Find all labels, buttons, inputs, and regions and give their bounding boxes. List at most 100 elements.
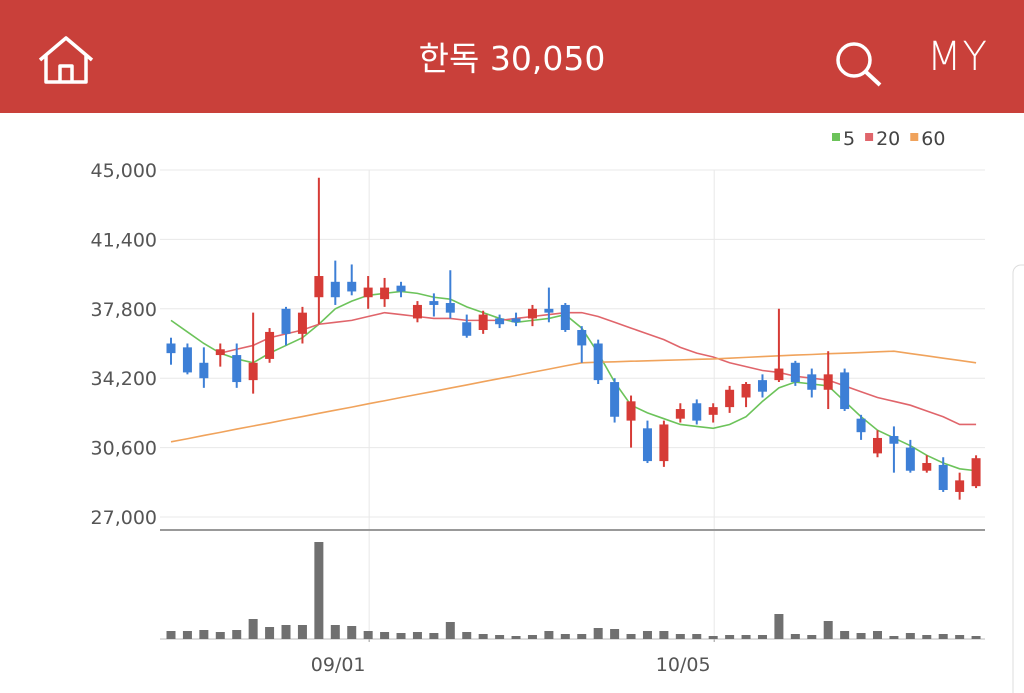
candle xyxy=(626,395,636,448)
candle xyxy=(166,337,176,365)
candle xyxy=(725,385,735,413)
candle xyxy=(872,430,882,458)
search-icon[interactable] xyxy=(834,40,884,88)
candle-body xyxy=(774,368,784,381)
volume-bar xyxy=(182,631,192,639)
legend-label: 60 xyxy=(921,128,945,150)
candle-body xyxy=(380,287,390,300)
volume-bar xyxy=(807,635,817,639)
candle xyxy=(955,472,965,500)
candle-body xyxy=(232,355,242,383)
candle-body xyxy=(577,330,587,346)
volume-bar xyxy=(347,626,357,639)
candle-body xyxy=(610,382,620,417)
volume-bar xyxy=(922,635,932,639)
candle-body xyxy=(659,424,669,462)
candle xyxy=(347,264,357,296)
candle-body xyxy=(330,281,340,298)
candle-body xyxy=(199,362,209,379)
volume-bar xyxy=(938,634,948,639)
volume-bar xyxy=(790,634,800,639)
candle xyxy=(495,314,505,329)
volume-bar xyxy=(823,621,833,639)
candle-body xyxy=(544,308,554,313)
candle-body xyxy=(527,308,537,319)
volume-bar xyxy=(478,634,488,639)
candle-body xyxy=(314,276,324,298)
candle xyxy=(396,281,406,298)
volume-bar xyxy=(889,636,899,639)
candle-body xyxy=(347,281,357,292)
volume-bar xyxy=(330,625,340,639)
candle-body xyxy=(511,318,521,323)
volume-bar xyxy=(495,635,505,639)
ma-line xyxy=(170,350,977,443)
y-tick-label: 41,400 xyxy=(91,229,157,251)
volume-bar xyxy=(462,632,472,639)
candle-body xyxy=(675,409,685,419)
candle xyxy=(889,426,899,473)
candle-body xyxy=(560,304,570,331)
legend-label: 5 xyxy=(843,128,855,150)
candle xyxy=(741,382,751,408)
chart: 27,000 30,600 34,200 37,800 41,400 45,000 09/0… xyxy=(91,128,1024,693)
legend-label: 20 xyxy=(876,128,900,150)
my-button[interactable]: MY xyxy=(927,34,988,80)
y-tick-label: 37,800 xyxy=(91,299,157,321)
candle xyxy=(314,177,324,325)
candle xyxy=(297,306,307,344)
volume-bar xyxy=(527,635,537,639)
candle xyxy=(774,308,784,383)
y-tick-label: 30,600 xyxy=(91,438,157,460)
candle xyxy=(215,343,225,367)
candle xyxy=(823,351,833,410)
candle-body xyxy=(626,401,636,421)
home-icon[interactable] xyxy=(36,34,96,86)
legend-swatch xyxy=(910,133,919,141)
volume-bar xyxy=(232,630,242,639)
candle xyxy=(757,374,767,398)
candle-body xyxy=(265,331,275,359)
candle xyxy=(593,339,603,384)
volume-bar xyxy=(708,636,718,639)
candle xyxy=(675,403,685,423)
candle-body xyxy=(429,301,439,305)
volume-bar xyxy=(840,631,850,639)
volume-bar xyxy=(757,635,767,639)
candle-body xyxy=(445,303,455,313)
volume-bar xyxy=(626,634,636,639)
candle xyxy=(232,343,242,388)
legend-swatch xyxy=(865,133,874,141)
candle-body xyxy=(396,285,406,292)
candle-body xyxy=(182,347,192,373)
volume-bar xyxy=(445,622,455,639)
candle xyxy=(445,270,455,319)
candle xyxy=(708,403,718,423)
candle-body xyxy=(478,314,488,331)
candle xyxy=(462,314,472,338)
candle xyxy=(511,312,521,327)
volume-bar xyxy=(314,542,324,639)
x-tick-label: 10/05 xyxy=(656,654,711,676)
y-tick-label: 34,200 xyxy=(91,368,157,390)
volume-bar xyxy=(577,634,587,639)
volume-bar xyxy=(675,634,685,639)
candle-body xyxy=(495,318,505,325)
candle xyxy=(642,420,652,464)
candle xyxy=(905,439,915,473)
side-handle xyxy=(1012,264,1024,693)
ma-line xyxy=(170,290,977,472)
candle xyxy=(363,276,373,309)
candle xyxy=(248,312,258,394)
candle-body xyxy=(642,428,652,462)
volume-bar xyxy=(199,630,209,639)
candle-body xyxy=(462,322,472,336)
candle-body xyxy=(363,287,373,298)
volume-bar xyxy=(872,631,882,639)
candle xyxy=(429,293,439,317)
candle-body xyxy=(757,380,767,392)
candle-body xyxy=(938,464,948,491)
volume-bar xyxy=(429,633,439,639)
y-tick-label: 27,000 xyxy=(91,507,157,529)
